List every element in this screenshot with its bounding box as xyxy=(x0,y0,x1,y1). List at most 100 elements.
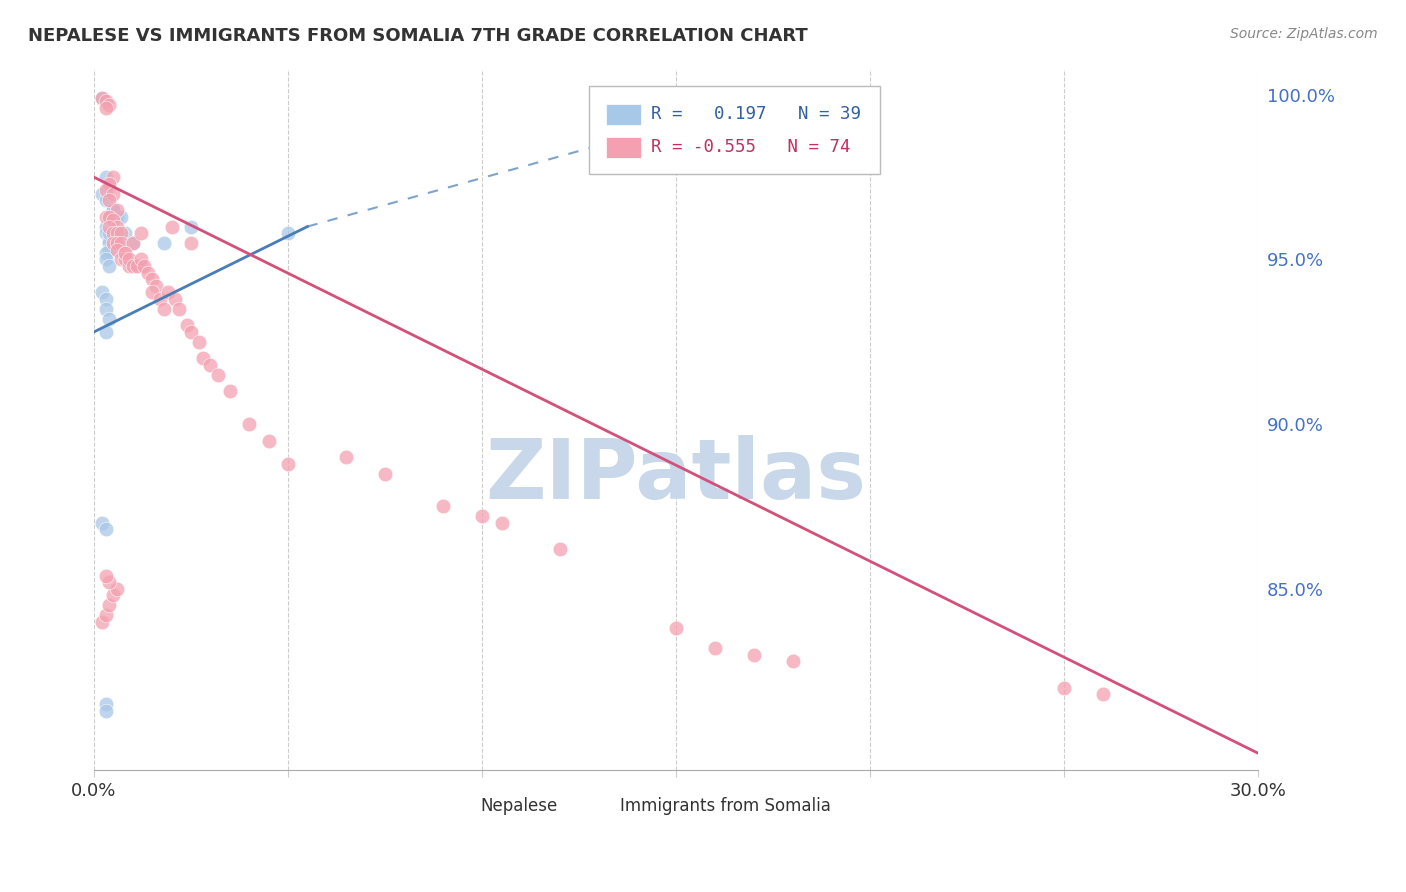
Point xyxy=(98,226,121,240)
Point xyxy=(90,285,112,300)
Point xyxy=(121,235,143,250)
Point xyxy=(94,568,117,582)
Point xyxy=(129,252,152,267)
Point xyxy=(180,325,202,339)
Point xyxy=(94,252,117,267)
Point xyxy=(742,648,765,662)
Point xyxy=(118,259,141,273)
Point xyxy=(136,266,159,280)
Point xyxy=(471,509,494,524)
Point xyxy=(94,246,117,260)
Bar xyxy=(606,103,641,125)
Point xyxy=(90,615,112,629)
Text: R = -0.555   N = 74: R = -0.555 N = 74 xyxy=(651,138,851,156)
Bar xyxy=(606,136,641,158)
Point xyxy=(782,654,804,668)
Point xyxy=(1092,687,1115,701)
Point xyxy=(152,301,174,316)
Point xyxy=(335,450,357,464)
Point xyxy=(90,516,112,530)
Point xyxy=(105,235,128,250)
Point xyxy=(152,235,174,250)
Point xyxy=(374,467,396,481)
Point xyxy=(125,259,148,273)
Point xyxy=(98,233,121,247)
Point xyxy=(103,229,125,244)
Point xyxy=(94,193,117,207)
Point xyxy=(94,292,117,306)
Point xyxy=(94,608,117,623)
Point xyxy=(90,91,112,105)
Point xyxy=(98,219,121,234)
Point xyxy=(98,97,121,112)
Point xyxy=(90,91,112,105)
Text: Source: ZipAtlas.com: Source: ZipAtlas.com xyxy=(1230,27,1378,41)
Point xyxy=(110,226,132,240)
Point xyxy=(187,334,209,349)
Point xyxy=(180,235,202,250)
Point xyxy=(94,301,117,316)
Bar xyxy=(443,798,472,815)
Point xyxy=(94,183,117,197)
Point xyxy=(94,226,117,240)
FancyBboxPatch shape xyxy=(589,86,880,174)
Point xyxy=(160,219,183,234)
Point xyxy=(169,301,191,316)
Point xyxy=(98,180,121,194)
Point xyxy=(103,203,125,218)
Point xyxy=(98,259,121,273)
Point xyxy=(191,351,214,366)
Point xyxy=(103,213,125,227)
Point xyxy=(105,582,128,596)
Point xyxy=(90,186,112,201)
Point xyxy=(277,226,299,240)
Point xyxy=(114,252,136,267)
Point xyxy=(129,226,152,240)
Point xyxy=(1053,681,1076,695)
Point xyxy=(98,235,121,250)
Point xyxy=(180,219,202,234)
Point xyxy=(145,278,167,293)
Bar xyxy=(583,798,612,815)
Point xyxy=(114,226,136,240)
Point xyxy=(98,193,121,207)
Text: Immigrants from Somalia: Immigrants from Somalia xyxy=(620,797,831,815)
Point xyxy=(98,213,121,227)
Point xyxy=(103,219,125,234)
Point xyxy=(114,246,136,260)
Point xyxy=(105,226,128,240)
Point xyxy=(432,500,454,514)
Text: Nepalese: Nepalese xyxy=(481,797,558,815)
Point xyxy=(129,259,152,273)
Point xyxy=(218,384,240,399)
Point xyxy=(98,210,121,224)
Point xyxy=(103,588,125,602)
Point xyxy=(257,434,280,448)
Point xyxy=(103,186,125,201)
Point xyxy=(176,318,198,333)
Point xyxy=(141,285,163,300)
Point xyxy=(103,203,125,218)
Point xyxy=(103,226,125,240)
Point xyxy=(94,704,117,718)
Point xyxy=(98,177,121,191)
Point xyxy=(98,210,121,224)
Point xyxy=(665,621,688,635)
Text: R =   0.197   N = 39: R = 0.197 N = 39 xyxy=(651,105,860,123)
Point xyxy=(238,417,260,431)
Point xyxy=(114,246,136,260)
Point xyxy=(548,542,571,557)
Point xyxy=(277,457,299,471)
Point xyxy=(207,368,229,382)
Point xyxy=(94,325,117,339)
Point xyxy=(165,292,187,306)
Point xyxy=(105,210,128,224)
Point xyxy=(103,170,125,185)
Point xyxy=(103,235,125,250)
Point xyxy=(110,252,132,267)
Point xyxy=(98,598,121,612)
Point xyxy=(105,235,128,250)
Point xyxy=(200,358,222,372)
Point xyxy=(118,252,141,267)
Point xyxy=(105,203,128,218)
